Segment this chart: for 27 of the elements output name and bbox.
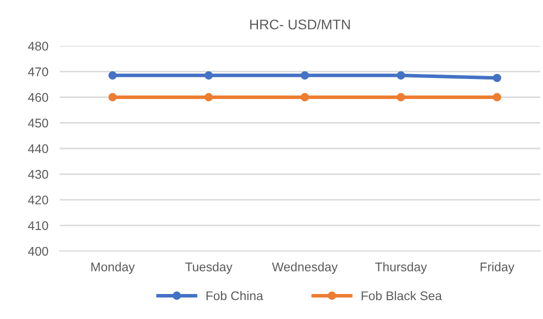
point (396, 71, 406, 80)
y-tick-label: 440 (28, 144, 48, 154)
y-tick-label: 470 (28, 67, 48, 76)
chart-title: HRC- USD/MTN (250, 19, 350, 30)
x-tick-label: Monday (91, 262, 135, 274)
y-tick-label: 400 (28, 246, 48, 256)
point (300, 71, 309, 80)
y-tick-label: 430 (28, 170, 48, 179)
y-tick-label: 460 (28, 93, 48, 102)
x-tick-label: Wednesday (272, 262, 338, 274)
y-tick-label: 410 (28, 221, 48, 230)
y-tick-label: 480 (28, 42, 48, 51)
point (204, 71, 213, 80)
point (396, 93, 406, 102)
legend-label: Fob China (206, 291, 264, 300)
point (492, 93, 502, 102)
point (108, 93, 117, 102)
point (204, 93, 213, 102)
legend-label: Fob Black Sea (362, 291, 442, 300)
point (300, 93, 309, 102)
y-tick-label: 450 (28, 118, 48, 128)
y-tick-label: 420 (28, 196, 48, 204)
point (492, 74, 502, 82)
x-tick-label: Friday (480, 262, 514, 274)
x-tick-label: Tuesday (185, 262, 232, 274)
x-tick-label: Thursday (375, 262, 427, 274)
point (108, 71, 117, 80)
